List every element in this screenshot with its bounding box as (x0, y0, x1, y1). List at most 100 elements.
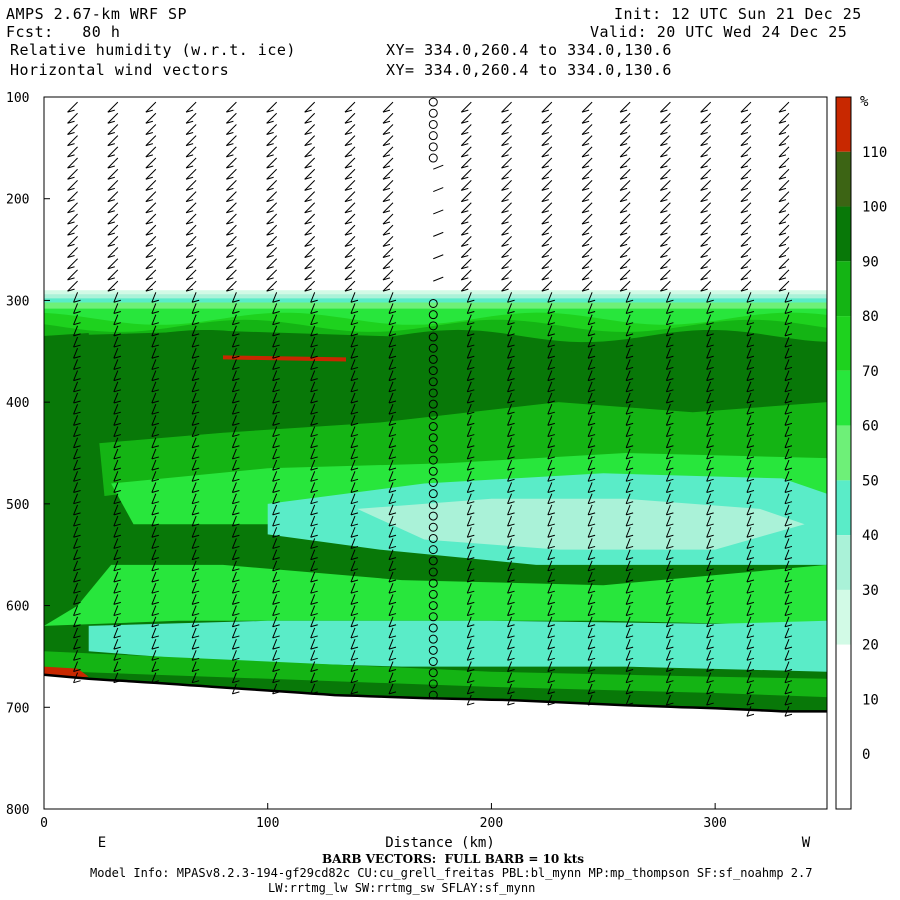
barb-flag (344, 165, 353, 169)
barb-flag (587, 579, 596, 583)
barb-flag (151, 456, 159, 460)
barb-flag (191, 400, 200, 404)
barb (625, 303, 631, 314)
barb (706, 650, 712, 661)
barb-flag (145, 199, 153, 203)
barb-flag (310, 657, 318, 661)
barb-flag (107, 266, 115, 270)
barb-flag (784, 657, 793, 661)
barb (231, 515, 237, 527)
barb (350, 348, 356, 359)
barb (73, 638, 79, 650)
barb (310, 650, 316, 661)
barb-flag (784, 669, 793, 672)
barb-flag (541, 221, 549, 225)
y-tick-label: 800 (6, 803, 29, 818)
barb-flag (272, 568, 280, 572)
barb-flag (660, 288, 668, 292)
barb (700, 280, 712, 292)
barb-flag (778, 143, 787, 147)
barb-flag (467, 344, 475, 348)
barb (344, 124, 356, 135)
barb-flag (746, 366, 755, 370)
calm-circle (428, 690, 438, 700)
barb-flag (587, 344, 596, 348)
barb-flag (382, 232, 391, 236)
barb (310, 549, 316, 560)
barb-flag (625, 378, 634, 382)
barb-flag (232, 579, 240, 583)
barb-flag (778, 154, 787, 158)
barb-flag (666, 568, 674, 572)
barb (587, 493, 593, 504)
barb (784, 504, 790, 516)
calm-circle (428, 399, 438, 409)
barb (304, 135, 316, 147)
barb-flag (507, 601, 515, 605)
barb-flag (587, 702, 596, 706)
barb-flag (151, 333, 159, 337)
barb-flag (507, 512, 515, 516)
barb-flag (746, 378, 755, 382)
barb (466, 672, 472, 683)
barb (501, 157, 512, 169)
barb-flag (587, 445, 596, 449)
barb (145, 202, 157, 214)
barb-flag (145, 255, 153, 259)
barb (466, 549, 472, 560)
barb-flag (660, 255, 668, 259)
barb (625, 594, 631, 605)
x-axis-title: Distance (km) (385, 835, 495, 851)
barb (231, 392, 237, 404)
barb-flag (266, 221, 274, 225)
barb (784, 594, 790, 605)
barb-flag (388, 635, 397, 639)
barb-flag (587, 322, 596, 326)
barb (73, 370, 79, 381)
barb (344, 168, 356, 180)
barb (191, 515, 197, 527)
barb (466, 437, 472, 448)
barb (113, 549, 119, 560)
barb-flag (388, 501, 397, 505)
barb-flag (310, 467, 318, 471)
barb-flag (113, 669, 121, 672)
calm-circle (428, 612, 438, 622)
barb (73, 583, 79, 594)
barb (113, 605, 119, 616)
barb-flag (625, 545, 634, 549)
barb (784, 538, 790, 549)
barb (547, 348, 553, 359)
barb-flag (581, 210, 590, 214)
barb-flag (467, 389, 475, 393)
barb-flag (746, 557, 755, 561)
barb (784, 549, 790, 560)
barb (746, 415, 752, 426)
barb-flag (507, 456, 515, 460)
barb (665, 549, 671, 560)
barb (547, 336, 553, 348)
barb (746, 292, 752, 303)
barb (507, 661, 513, 672)
barb-flag (350, 624, 359, 628)
barb-flag (625, 389, 634, 393)
barb (382, 124, 394, 135)
barb-flag (113, 456, 121, 460)
barb (547, 549, 553, 560)
barb (304, 258, 316, 270)
barb-flag (226, 199, 234, 203)
barb-flag (266, 199, 274, 203)
barb-flag (191, 422, 200, 426)
barb-flag (501, 210, 509, 214)
barb-flag (746, 445, 755, 449)
barb (466, 325, 472, 337)
barb-flag (467, 490, 475, 493)
barb (310, 538, 316, 549)
barb-flag (547, 366, 555, 370)
barb-flag (388, 422, 397, 426)
barb (344, 202, 356, 214)
barb (191, 359, 197, 370)
barb (113, 482, 119, 493)
calm-circle (428, 601, 438, 611)
barb (151, 359, 157, 370)
